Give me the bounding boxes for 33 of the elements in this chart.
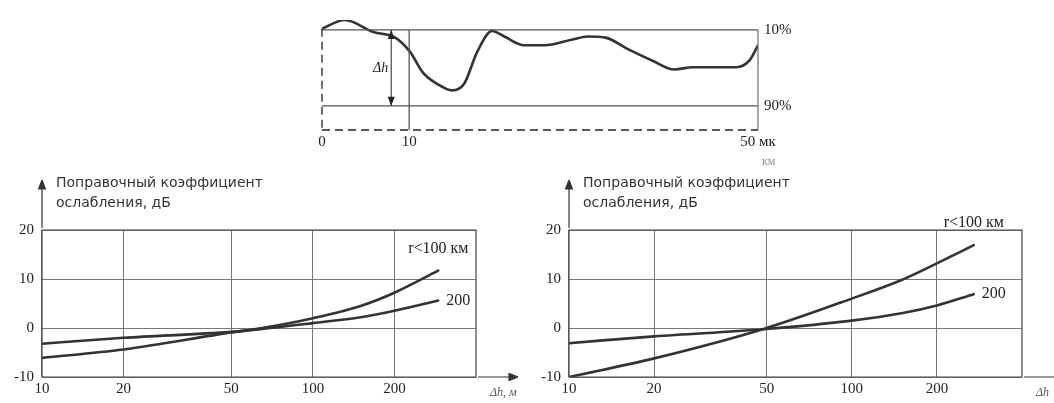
text: 90%	[764, 96, 792, 113]
y-tick-label: 20	[19, 220, 34, 237]
x-tick-label: 200	[383, 379, 406, 396]
x-tick-label: 10	[34, 379, 50, 396]
x-tick-label: 10	[561, 379, 577, 396]
y-axis-title: Поправочный коэффициент ослабления, дБ	[56, 173, 263, 210]
series-label: r<100 км	[943, 213, 1004, 231]
x-tick-label: 50	[759, 379, 775, 396]
series-label: 200	[446, 290, 471, 308]
x-tick-label: 50 мк	[740, 132, 777, 149]
x-tick-label: 100	[840, 379, 864, 396]
y-tick-label: 10	[19, 269, 34, 286]
text: 10%	[764, 20, 792, 37]
series-label: r<100 км	[408, 238, 469, 256]
y-tick-label: 20	[546, 220, 561, 237]
y-tick-label: 10	[546, 269, 561, 286]
x-tick-label: 100	[301, 379, 325, 396]
x-axis-title: Δh	[1035, 385, 1050, 400]
x-tick-label: 0	[318, 132, 326, 149]
x-axis-title: Δh, м	[489, 385, 518, 400]
x-tick-label: 10	[401, 132, 417, 149]
x-tick-label: 200	[925, 379, 949, 396]
y-tick-label: 0	[26, 318, 34, 335]
y-tick-label: -10	[541, 367, 561, 384]
annotation: Δh	[371, 59, 389, 75]
y-axis-title: Поправочный коэффициент ослабления, дБ	[583, 173, 790, 210]
x-tick-label: 20	[646, 379, 662, 396]
series-label: 200	[981, 284, 1006, 302]
y-tick-label: 0	[553, 318, 561, 335]
x-axis-title: км	[762, 154, 776, 169]
x-tick-label: 20	[116, 379, 132, 396]
x-tick-label: 50	[223, 379, 239, 396]
y-tick-label: -10	[14, 367, 34, 384]
